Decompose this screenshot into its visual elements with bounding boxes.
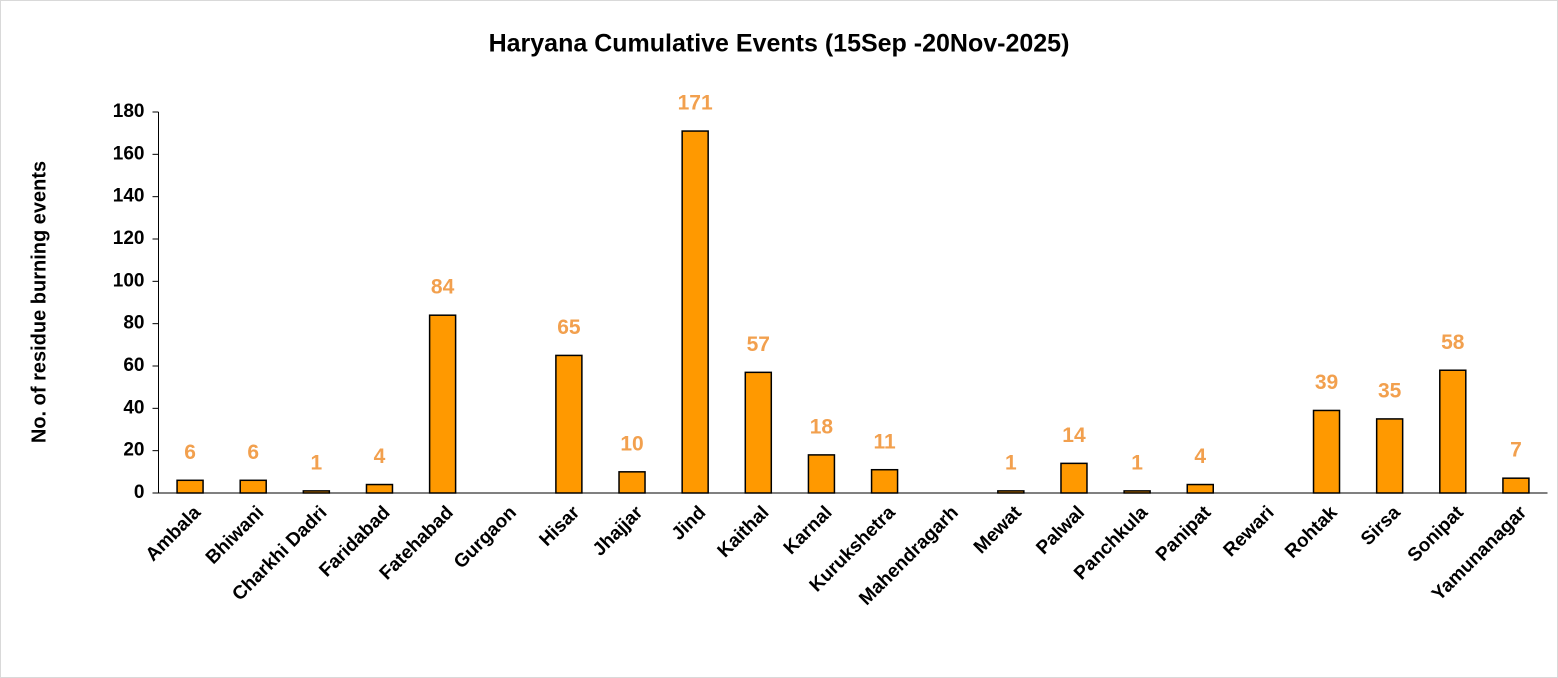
- y-tick-label: 60: [123, 355, 144, 376]
- bar: [1186, 483, 1214, 494]
- value-label: 171: [678, 92, 713, 115]
- value-label: 4: [374, 445, 386, 468]
- bar: [1502, 477, 1530, 494]
- value-label: 14: [1062, 424, 1086, 447]
- y-tick-label: 20: [123, 440, 144, 461]
- y-tick-label: 180: [113, 101, 145, 122]
- value-label: 11: [873, 430, 896, 453]
- bar: [997, 490, 1025, 494]
- value-label: 58: [1441, 331, 1465, 354]
- bar: [428, 314, 457, 494]
- value-label: 35: [1378, 379, 1402, 402]
- bar: [1439, 369, 1467, 494]
- bar: [870, 468, 899, 494]
- bar: [1060, 462, 1088, 494]
- value-label: 65: [557, 316, 581, 339]
- bar: [365, 483, 394, 494]
- bar: [618, 471, 646, 494]
- chart-title: Haryana Cumulative Events (15Sep -20Nov-…: [489, 30, 1070, 58]
- value-label: 6: [184, 441, 196, 464]
- y-tick-label: 140: [113, 186, 145, 207]
- value-label: 39: [1315, 371, 1338, 394]
- bar: [176, 479, 204, 494]
- y-axis-label: No. of residue burning events: [28, 161, 50, 443]
- bar: [1123, 490, 1151, 494]
- value-label: 10: [620, 432, 643, 455]
- value-label: 6: [247, 441, 259, 464]
- bar: [1312, 409, 1341, 494]
- value-label: 57: [747, 333, 770, 356]
- y-tick-label: 160: [113, 143, 145, 164]
- value-label: 18: [810, 415, 834, 438]
- y-tick-label: 80: [123, 313, 144, 334]
- y-tick-label: 0: [134, 482, 145, 503]
- value-label: 1: [310, 451, 322, 474]
- bar: [1375, 418, 1404, 494]
- y-tick-label: 40: [123, 397, 144, 418]
- value-label: 1: [1005, 451, 1017, 474]
- bar: [555, 354, 583, 494]
- bar: [681, 130, 709, 494]
- bar: [239, 479, 267, 494]
- y-tick-label: 100: [113, 270, 145, 291]
- value-label: 4: [1194, 445, 1206, 468]
- y-tick-label: 120: [113, 228, 145, 249]
- value-label: 84: [431, 276, 455, 299]
- bar: [744, 371, 773, 494]
- bar: [302, 490, 331, 494]
- value-label: 1: [1131, 451, 1143, 474]
- bar: [807, 454, 836, 494]
- value-label: 7: [1510, 439, 1522, 462]
